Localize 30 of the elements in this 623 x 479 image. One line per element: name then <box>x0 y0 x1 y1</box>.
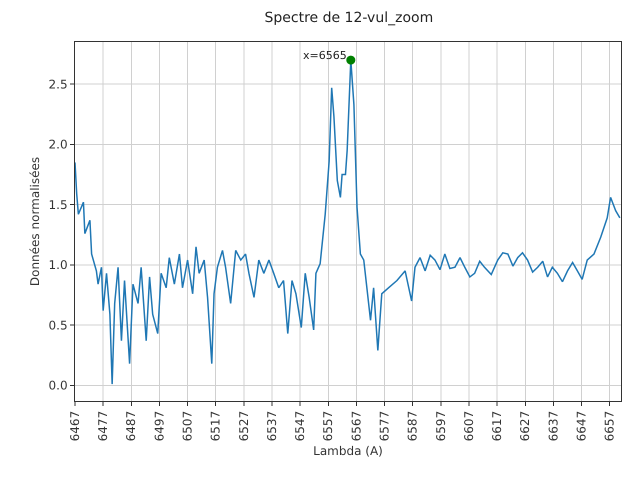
y-tick-label: 2.0 <box>48 138 68 152</box>
y-tick-label: 2.5 <box>48 77 68 92</box>
x-tick-label: 6577 <box>377 410 392 442</box>
chart-title: Spectre de 12-vul_zoom <box>264 10 434 26</box>
x-tick-label: 6657 <box>602 410 617 442</box>
x-tick-label: 6507 <box>180 410 194 442</box>
y-axis-title: Données normalisées <box>28 156 42 286</box>
x-tick-label: 6637 <box>546 410 560 442</box>
x-tick-label: 6487 <box>124 410 138 442</box>
x-tick-label: 6607 <box>462 410 476 442</box>
y-tick-label: 1.0 <box>48 258 68 272</box>
x-tick-label: 6467 <box>68 410 82 442</box>
x-tick-label: 6627 <box>518 410 532 442</box>
x-tick-label: 6497 <box>152 410 166 442</box>
annotation: x=6565 <box>303 49 347 62</box>
y-tick-label: 1.5 <box>48 198 68 212</box>
x-tick-label: 6477 <box>96 410 110 442</box>
x-tick-label: 6587 <box>406 410 420 442</box>
x-tick-label: 6527 <box>236 410 251 442</box>
y-tick-label: 0.5 <box>48 318 68 332</box>
x-tick-label: 6617 <box>490 410 504 442</box>
x-tick-label: 6557 <box>321 410 336 442</box>
x-tick-label: 6597 <box>434 410 448 442</box>
x-axis-title: Lambda (A) <box>313 444 383 458</box>
x-tick-label: 6567 <box>349 410 364 442</box>
y-tick-label: 0.0 <box>48 378 68 393</box>
x-tick-label: 6517 <box>208 410 223 442</box>
x-tick-label: 6647 <box>574 410 588 442</box>
x-tick-label: 6537 <box>264 410 279 442</box>
x-tick-label: 6547 <box>293 410 308 442</box>
